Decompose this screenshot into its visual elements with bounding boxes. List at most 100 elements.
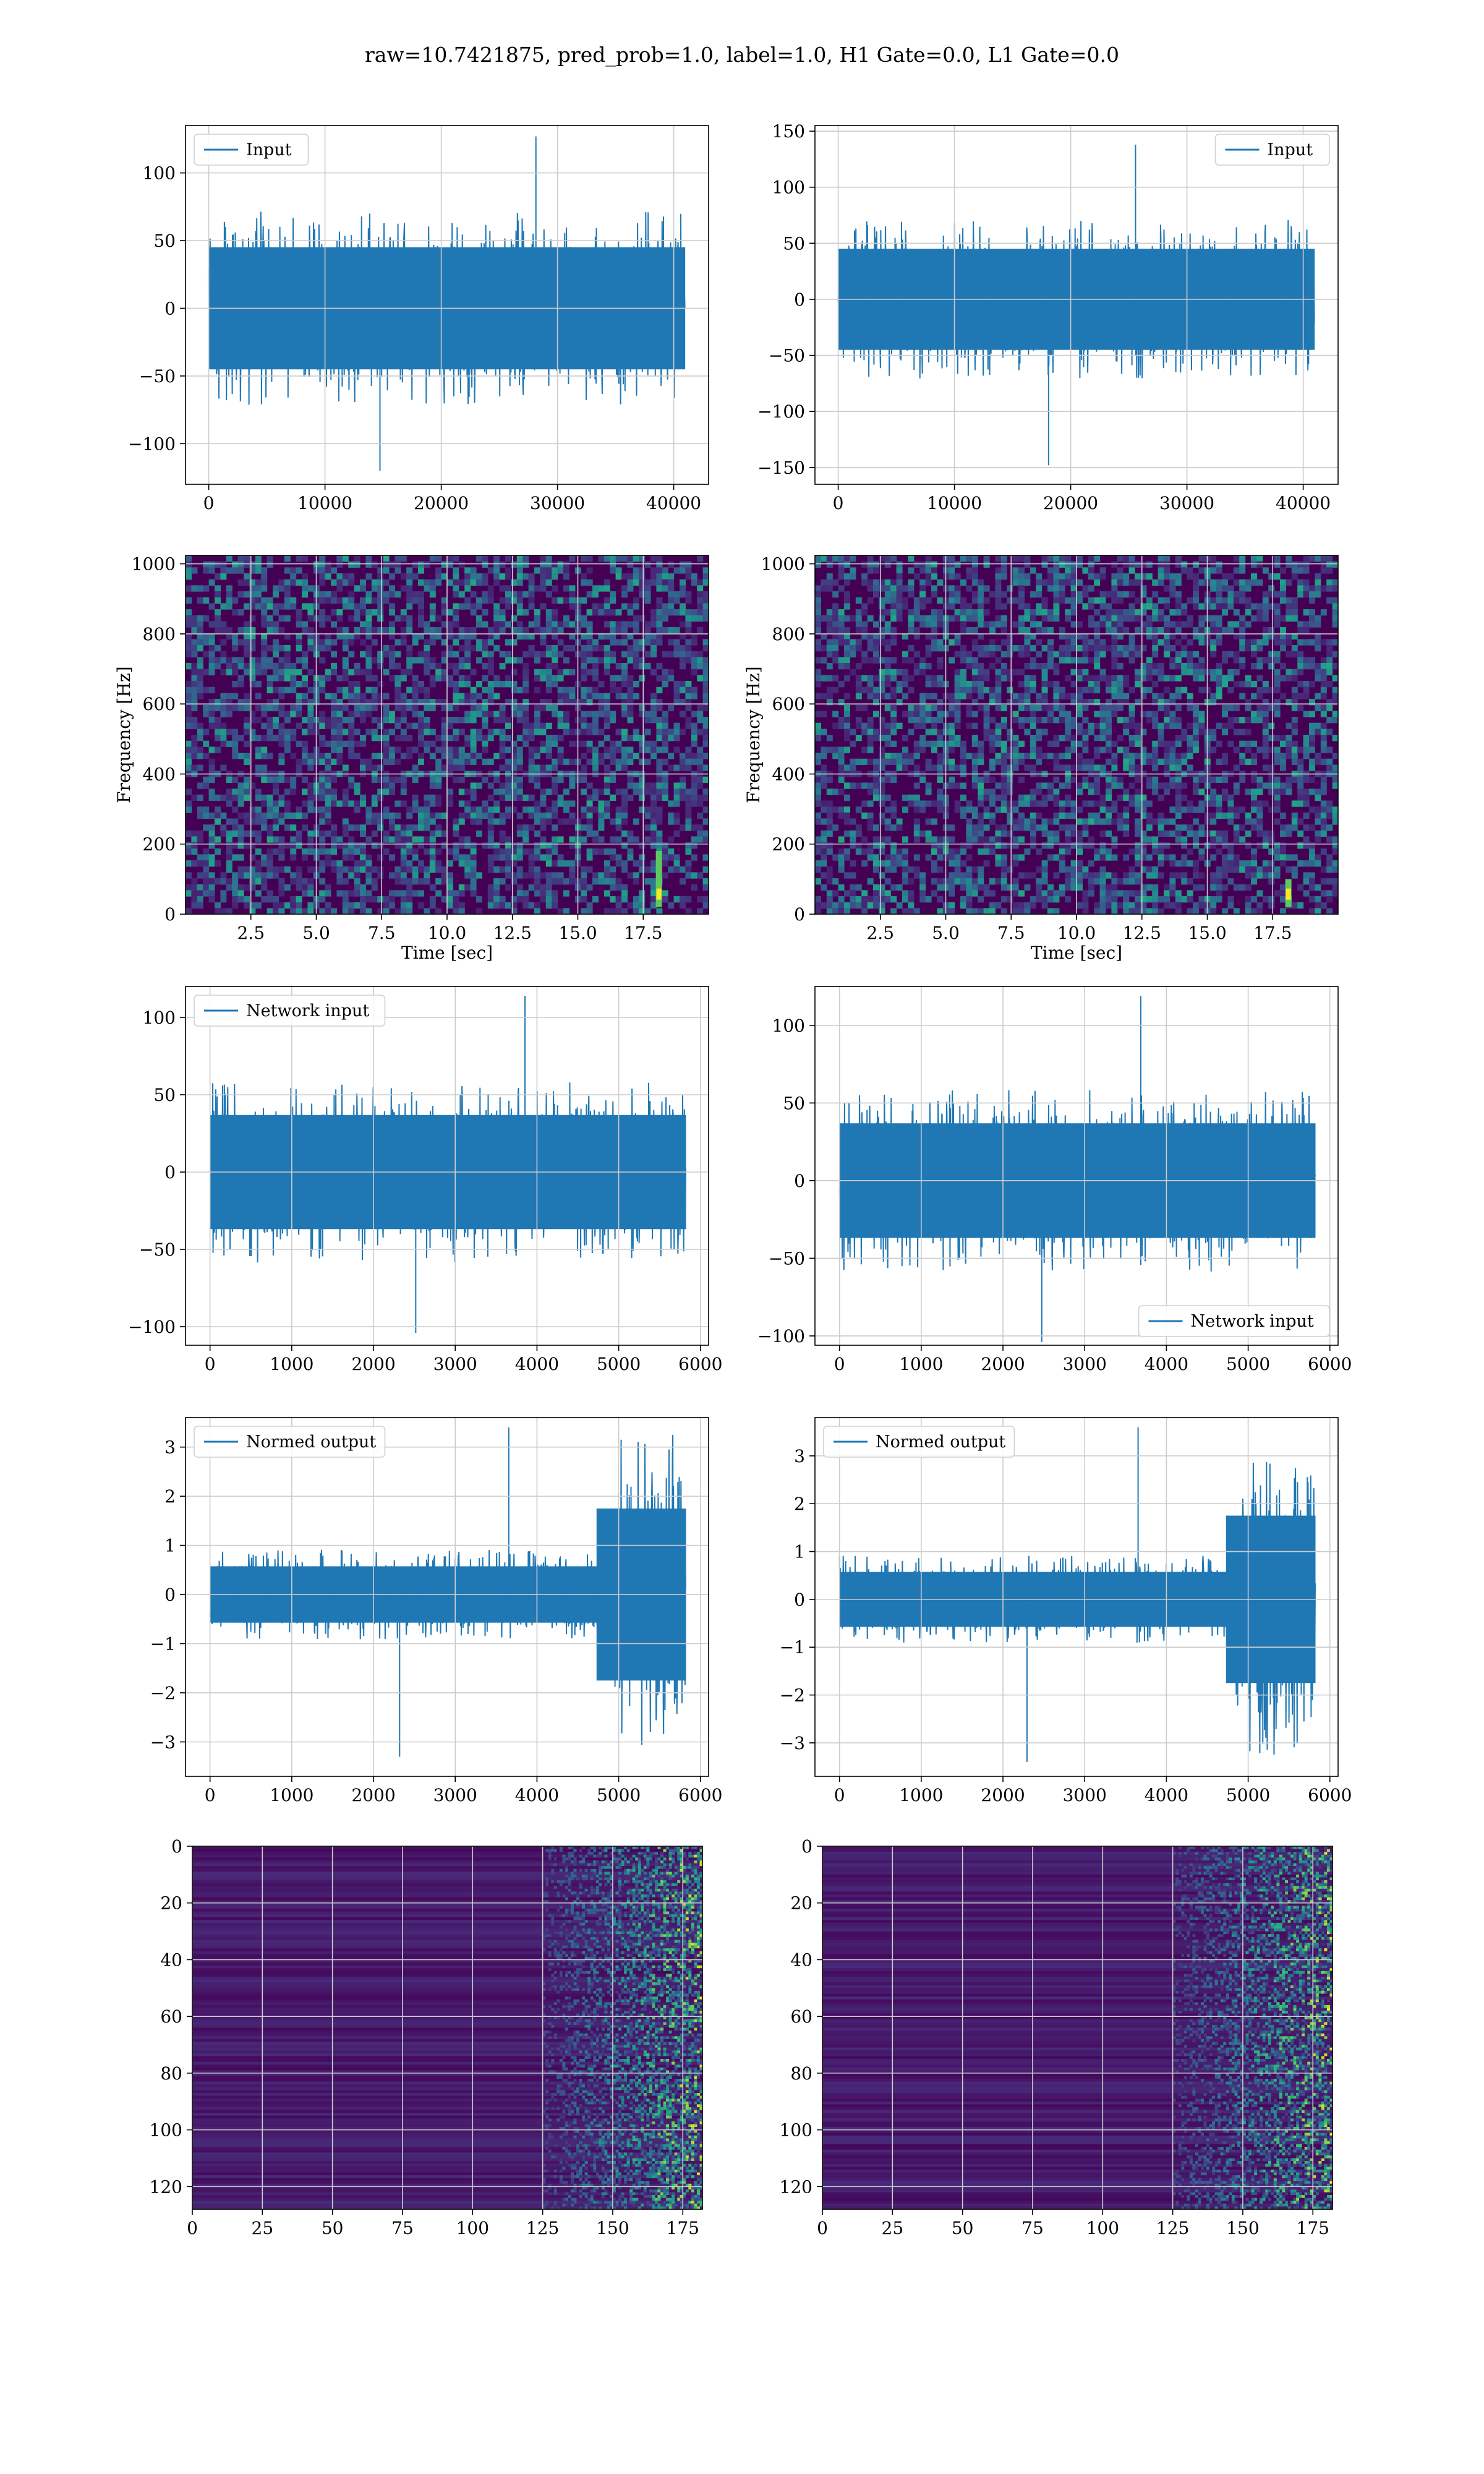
heatmap-cell — [1036, 735, 1043, 742]
heatmap-cell — [966, 711, 973, 717]
heatmap-cell — [453, 567, 459, 574]
heatmap-cell — [621, 764, 628, 771]
heatmap-cell — [960, 675, 966, 682]
heatmap-cell — [1059, 800, 1065, 807]
heatmap-cell — [621, 627, 628, 634]
heatmap-cell — [1041, 800, 1048, 807]
heatmap-cell — [867, 675, 874, 682]
heatmap-cell — [581, 621, 587, 628]
heatmap-cell — [1106, 729, 1112, 735]
heatmap-cell — [697, 591, 704, 598]
heatmap-cell — [1030, 789, 1036, 795]
heatmap-cell — [319, 567, 326, 574]
heatmap-cell — [1018, 824, 1025, 831]
heatmap-cell — [919, 747, 926, 753]
heatmap-cell — [919, 669, 926, 675]
heatmap-cell — [633, 657, 639, 664]
heatmap-cell — [406, 597, 413, 604]
heatmap-cell — [412, 794, 419, 801]
heatmap-cell — [552, 776, 558, 783]
heatmap-cell — [244, 789, 250, 795]
heatmap-cell — [610, 794, 616, 801]
heatmap-cell — [656, 747, 663, 753]
heatmap-cell — [821, 830, 827, 837]
heatmap-cell — [197, 633, 203, 640]
heatmap-cell — [377, 872, 384, 879]
heatmap-cell — [400, 555, 407, 562]
heatmap-cell — [971, 782, 978, 789]
heatmap-cell — [1070, 639, 1077, 646]
heatmap-cell — [925, 693, 932, 700]
heatmap-cell — [429, 675, 436, 682]
heatmap-cell — [650, 789, 657, 795]
heatmap-cell — [516, 866, 523, 873]
heatmap-cell — [844, 794, 850, 801]
heatmap-cell — [255, 747, 262, 753]
heatmap-cell — [354, 878, 360, 885]
heatmap-cell — [1065, 896, 1072, 903]
heatmap-cell — [319, 818, 326, 825]
heatmap-cell — [487, 824, 494, 831]
heatmap-cell — [307, 609, 314, 616]
heatmap-cell — [516, 824, 523, 831]
heatmap-cell — [1024, 848, 1031, 855]
heatmap-cell — [1053, 597, 1060, 604]
heatmap-cell — [815, 711, 821, 717]
heatmap-cell — [237, 639, 244, 646]
heatmap-cell — [1082, 782, 1089, 789]
heatmap-cell — [302, 579, 308, 586]
heatmap-cell — [412, 633, 419, 640]
x-tick-label: 0 — [833, 493, 844, 513]
heatmap-cell — [1036, 579, 1043, 586]
heatmap-cell — [1047, 639, 1054, 646]
heatmap-cell — [249, 663, 256, 670]
heatmap-cell — [516, 758, 523, 765]
heatmap-cell — [960, 782, 966, 789]
heatmap-cell — [1059, 651, 1065, 657]
heatmap-cell — [826, 902, 833, 909]
heatmap-cell — [826, 645, 833, 652]
heatmap-cell — [377, 657, 384, 664]
heatmap-cell — [1094, 609, 1101, 616]
heatmap-cell — [1123, 818, 1130, 825]
heatmap-cell — [255, 830, 262, 837]
heatmap-cell — [325, 758, 331, 765]
heatmap-cell — [307, 890, 314, 897]
heatmap-cell — [598, 657, 605, 664]
heatmap-cell — [255, 794, 262, 801]
heatmap-cell — [954, 693, 961, 700]
heatmap-cell — [1111, 740, 1118, 747]
heatmap-cell — [855, 627, 862, 634]
heatmap-cell — [691, 711, 697, 717]
heatmap-cell — [406, 669, 413, 675]
heatmap-cell — [296, 872, 302, 879]
heatmap-cell — [249, 735, 256, 742]
heatmap-cell — [966, 824, 973, 831]
heatmap-cell — [1036, 717, 1043, 724]
heatmap-cell — [487, 693, 494, 700]
heatmap-cell — [908, 609, 915, 616]
heatmap-cell — [1106, 603, 1112, 610]
heatmap-cell — [505, 866, 511, 873]
heatmap-cell — [1000, 860, 1007, 867]
heatmap-cell — [621, 729, 628, 735]
heatmap-cell — [319, 645, 326, 652]
heatmap-cell — [1077, 722, 1083, 729]
heatmap-cell — [563, 722, 569, 729]
heatmap-cell — [978, 830, 984, 837]
heatmap-cell — [435, 579, 442, 586]
heatmap-cell — [348, 711, 355, 717]
heatmap-cell — [237, 675, 244, 682]
heatmap-cell — [319, 711, 326, 717]
heatmap-cell — [186, 567, 192, 574]
heatmap-cell — [1000, 591, 1007, 598]
heatmap-cell — [627, 735, 634, 742]
heatmap-cell — [592, 603, 599, 610]
heatmap-cell — [586, 591, 593, 598]
heatmap-cell — [354, 902, 360, 909]
heatmap-cell — [482, 747, 488, 753]
heatmap-cell — [1041, 687, 1048, 693]
heatmap-cell — [913, 872, 920, 879]
heatmap-cell — [884, 579, 891, 586]
heatmap-cell — [232, 842, 239, 849]
